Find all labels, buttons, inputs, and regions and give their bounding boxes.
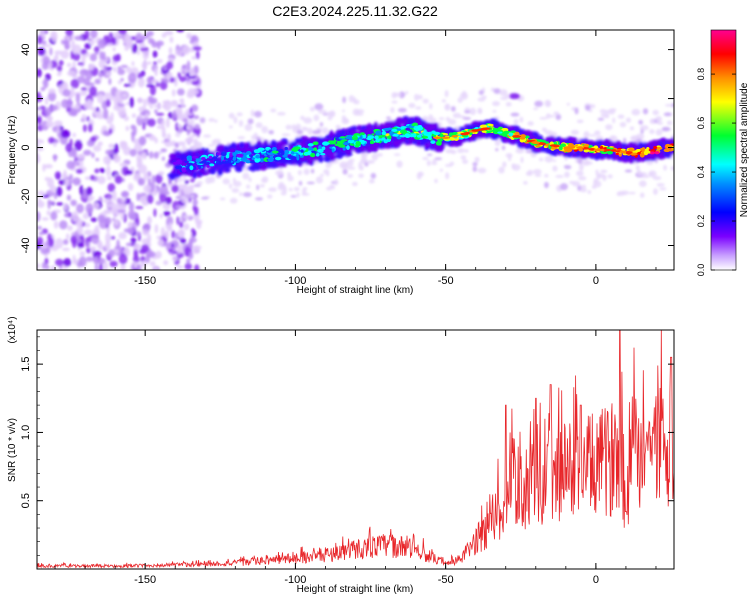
- snr-ytick-label: 0.5: [20, 493, 32, 508]
- colorbar-tick-label: 0.8: [696, 68, 706, 81]
- spectrogram-xtick-label: 0: [593, 275, 599, 287]
- figure-title: C2E3.2024.225.11.32.G22: [272, 3, 438, 19]
- colorbar-gradient: [711, 30, 736, 270]
- snr-ytick-label: 1.0: [20, 425, 32, 440]
- colorbar-tick-label: 0.2: [696, 215, 706, 228]
- snr-series-line: [37, 330, 674, 569]
- spectrogram-heatmap: [37, 30, 674, 270]
- spectrogram-ytick-label: -20: [20, 189, 32, 205]
- spectrogram-ytick-label: 20: [20, 92, 32, 104]
- snr-ticks: -150 -100 -50 0 0.5 1.0 1.5: [20, 330, 674, 586]
- snr-xtick-label: 0: [593, 574, 599, 586]
- colorbar-tick-label: 0.0: [696, 264, 706, 277]
- spectrogram-panel: -150 -100 -50 0 -40 -20 0 20 40 Height of straig…: [7, 29, 675, 296]
- spectrogram-ytick-label: -40: [20, 238, 32, 254]
- spectrogram-ylabel: Frequency (Hz): [7, 116, 18, 185]
- spectrogram-xtick-label: -150: [134, 275, 156, 287]
- snr-xlabel: Height of straight line (km): [297, 584, 414, 595]
- spectrogram-ticks: -150 -100 -50 0 -40 -20 0 20 40: [20, 30, 674, 287]
- snr-ylabel: SNR (10 * v/v): [7, 418, 18, 482]
- snr-panel: -150 -100 -50 0 0.5 1.0 1.5 Height of straight…: [7, 316, 675, 595]
- spectrogram-xtick-label: -50: [438, 275, 454, 287]
- colorbar-frame: [710, 29, 737, 271]
- snr-xtick-label: -150: [134, 574, 156, 586]
- spectrogram-xtick-label: -100: [284, 275, 306, 287]
- snr-background: [37, 330, 674, 569]
- snr-xtick-label: -50: [438, 574, 454, 586]
- spectrogram-xlabel: Height of straight line (km): [297, 285, 414, 296]
- spectrogram-ytick-label: 0: [20, 144, 32, 150]
- spectrogram-ytick-label: 40: [20, 43, 32, 55]
- colorbar: 0.0 0.2 0.4 0.6 0.8 Normalized spectral ampl…: [696, 29, 750, 276]
- snr-xtick-label: -100: [284, 574, 306, 586]
- colorbar-tick-label: 0.6: [696, 117, 706, 130]
- snr-multiplier: (x10⁴): [7, 316, 18, 343]
- colorbar-tick-label: 0.4: [696, 166, 706, 179]
- colorbar-ticks: 0.0 0.2 0.4 0.6 0.8: [696, 68, 736, 276]
- colorbar-label: Normalized spectral amplitude: [739, 82, 750, 217]
- snr-ytick-label: 1.5: [20, 356, 32, 371]
